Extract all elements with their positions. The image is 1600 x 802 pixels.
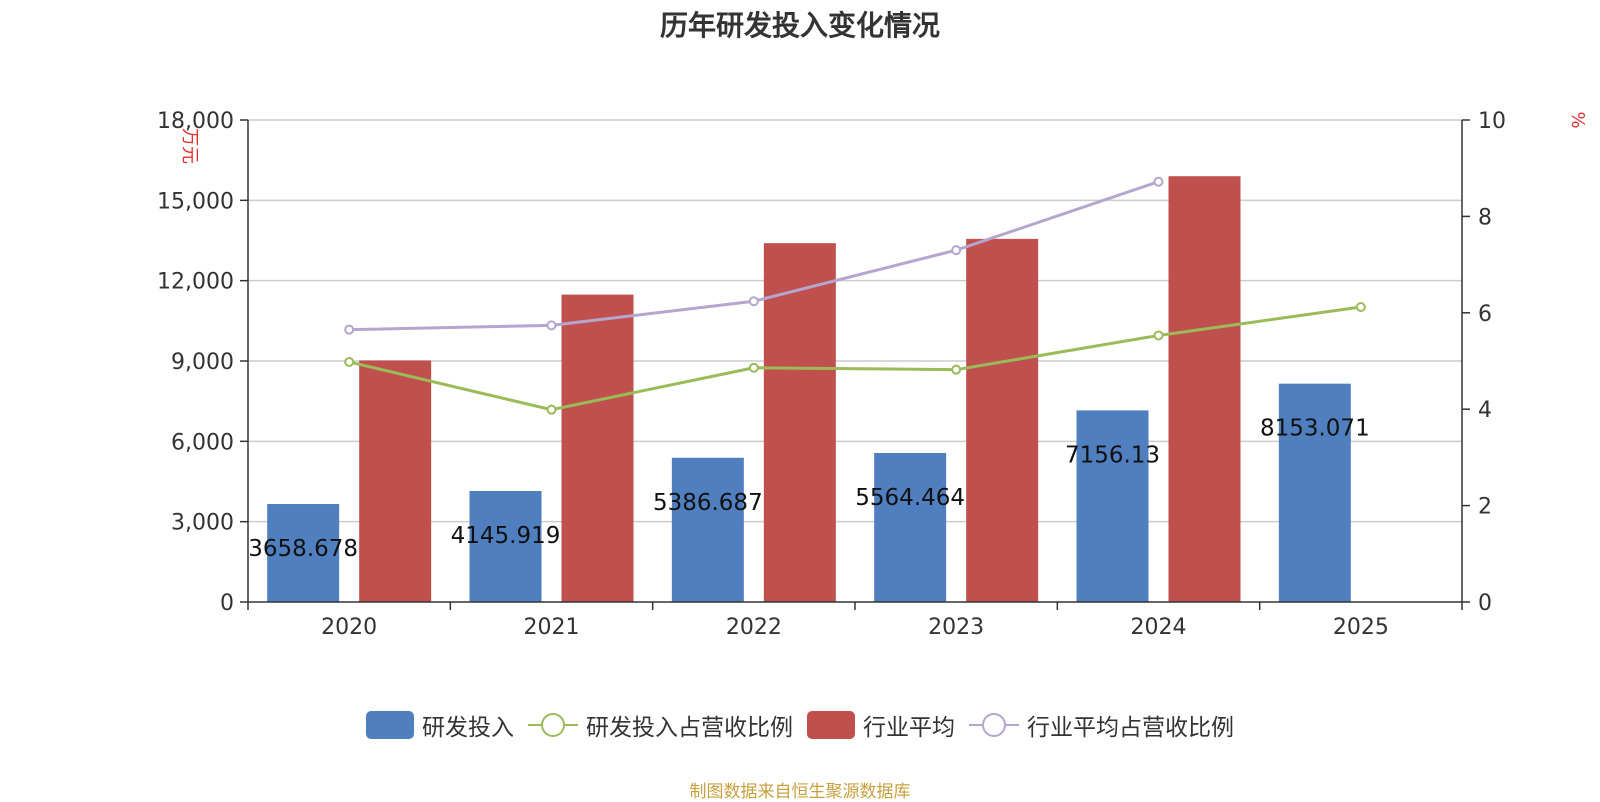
line-point xyxy=(546,320,557,331)
y-right-tick-label: 0 xyxy=(1478,591,1492,616)
legend-item-industry-ratio[interactable]: 行业平均占营收比例 xyxy=(969,708,1234,742)
series-line xyxy=(348,305,1362,412)
line-point xyxy=(546,404,557,415)
bar xyxy=(874,452,947,602)
line-point xyxy=(951,364,962,375)
line-point xyxy=(1153,176,1164,187)
y-left-tick-label: 15,000 xyxy=(157,189,234,214)
y-left-tick-label: 0 xyxy=(220,591,234,616)
y-left-unit-label: 万元 xyxy=(179,128,200,164)
x-tick-label: 2025 xyxy=(1333,615,1389,640)
y-left-tick-label: 3,000 xyxy=(171,511,234,536)
legend-swatch-rd xyxy=(366,711,414,739)
legend-item-rd-ratio[interactable]: 研发投入占营收比例 xyxy=(528,708,793,742)
bar-data-label: 5386.687 xyxy=(653,490,763,516)
x-tick-label: 2020 xyxy=(321,615,377,640)
legend-label-rd-ratio: 研发投入占营收比例 xyxy=(586,715,793,741)
y-right-tick-label: 10 xyxy=(1478,109,1506,134)
label-layer: 3658.678 4145.919 5386.687 5564.464 7156.13 8… xyxy=(248,416,1369,562)
x-tick-label: 2022 xyxy=(726,615,782,640)
y-left-tick-label: 6,000 xyxy=(171,430,234,455)
line-point xyxy=(1355,302,1366,313)
y-right-tick-label: 2 xyxy=(1478,495,1492,520)
y-left-tick-label: 9,000 xyxy=(171,350,234,375)
y-right-unit-label: % xyxy=(1567,111,1588,128)
x-tick-label: 2024 xyxy=(1131,615,1187,640)
line-point xyxy=(951,245,962,256)
bar xyxy=(267,504,340,602)
bar xyxy=(469,490,542,602)
legend-swatch-industry-ratio xyxy=(969,710,1019,740)
legend-label-industry-ratio: 行业平均占营收比例 xyxy=(1027,715,1234,741)
legend-swatch-industry xyxy=(807,711,855,739)
bar xyxy=(763,243,836,602)
chart-plot: 03,0006,0009,00012,00015,00018,000024681… xyxy=(157,109,1588,640)
legend-item-rd[interactable]: 研发投入 xyxy=(366,708,514,742)
x-tick-label: 2021 xyxy=(524,615,580,640)
x-tick-label: 2023 xyxy=(928,615,984,640)
bar-data-label: 8153.071 xyxy=(1260,416,1370,442)
line-point xyxy=(748,362,759,373)
line-layer xyxy=(344,176,1366,415)
legend-swatch-rd-ratio xyxy=(528,710,578,740)
bar-data-label: 5564.464 xyxy=(855,485,965,511)
legend-label-rd: 研发投入 xyxy=(422,715,514,741)
y-left-tick-label: 18,000 xyxy=(157,109,234,134)
bar-data-label: 3658.678 xyxy=(248,536,358,562)
bar xyxy=(966,238,1039,603)
y-right-tick-label: 4 xyxy=(1478,398,1492,423)
line-point xyxy=(1153,330,1164,341)
source-note: 制图数据来自恒生聚源数据库 xyxy=(689,782,911,802)
axis-layer: 03,0006,0009,00012,00015,00018,000024681… xyxy=(157,109,1588,640)
bar xyxy=(561,294,634,602)
bar xyxy=(359,360,432,602)
bar-layer xyxy=(267,176,1351,603)
line-point xyxy=(748,296,759,307)
line-point xyxy=(344,324,355,335)
y-right-tick-label: 6 xyxy=(1478,302,1492,327)
grid-layer xyxy=(248,119,1462,523)
bar-data-label: 4145.919 xyxy=(451,523,561,549)
bar xyxy=(1278,383,1351,602)
legend-label-industry: 行业平均 xyxy=(863,715,955,741)
bar xyxy=(671,457,744,602)
legend-item-industry[interactable]: 行业平均 xyxy=(807,708,955,742)
line-point xyxy=(344,356,355,367)
bar-data-label: 7156.13 xyxy=(1065,442,1160,468)
chart-title: 历年研发投入变化情况 xyxy=(659,9,940,42)
bar xyxy=(1076,410,1149,602)
bar xyxy=(1168,176,1241,602)
y-left-tick-label: 12,000 xyxy=(157,270,234,295)
legend: 研发投入 研发投入占营收比例 行业平均 行业平均占营收比例 xyxy=(0,708,1600,742)
y-right-tick-label: 8 xyxy=(1478,205,1492,230)
